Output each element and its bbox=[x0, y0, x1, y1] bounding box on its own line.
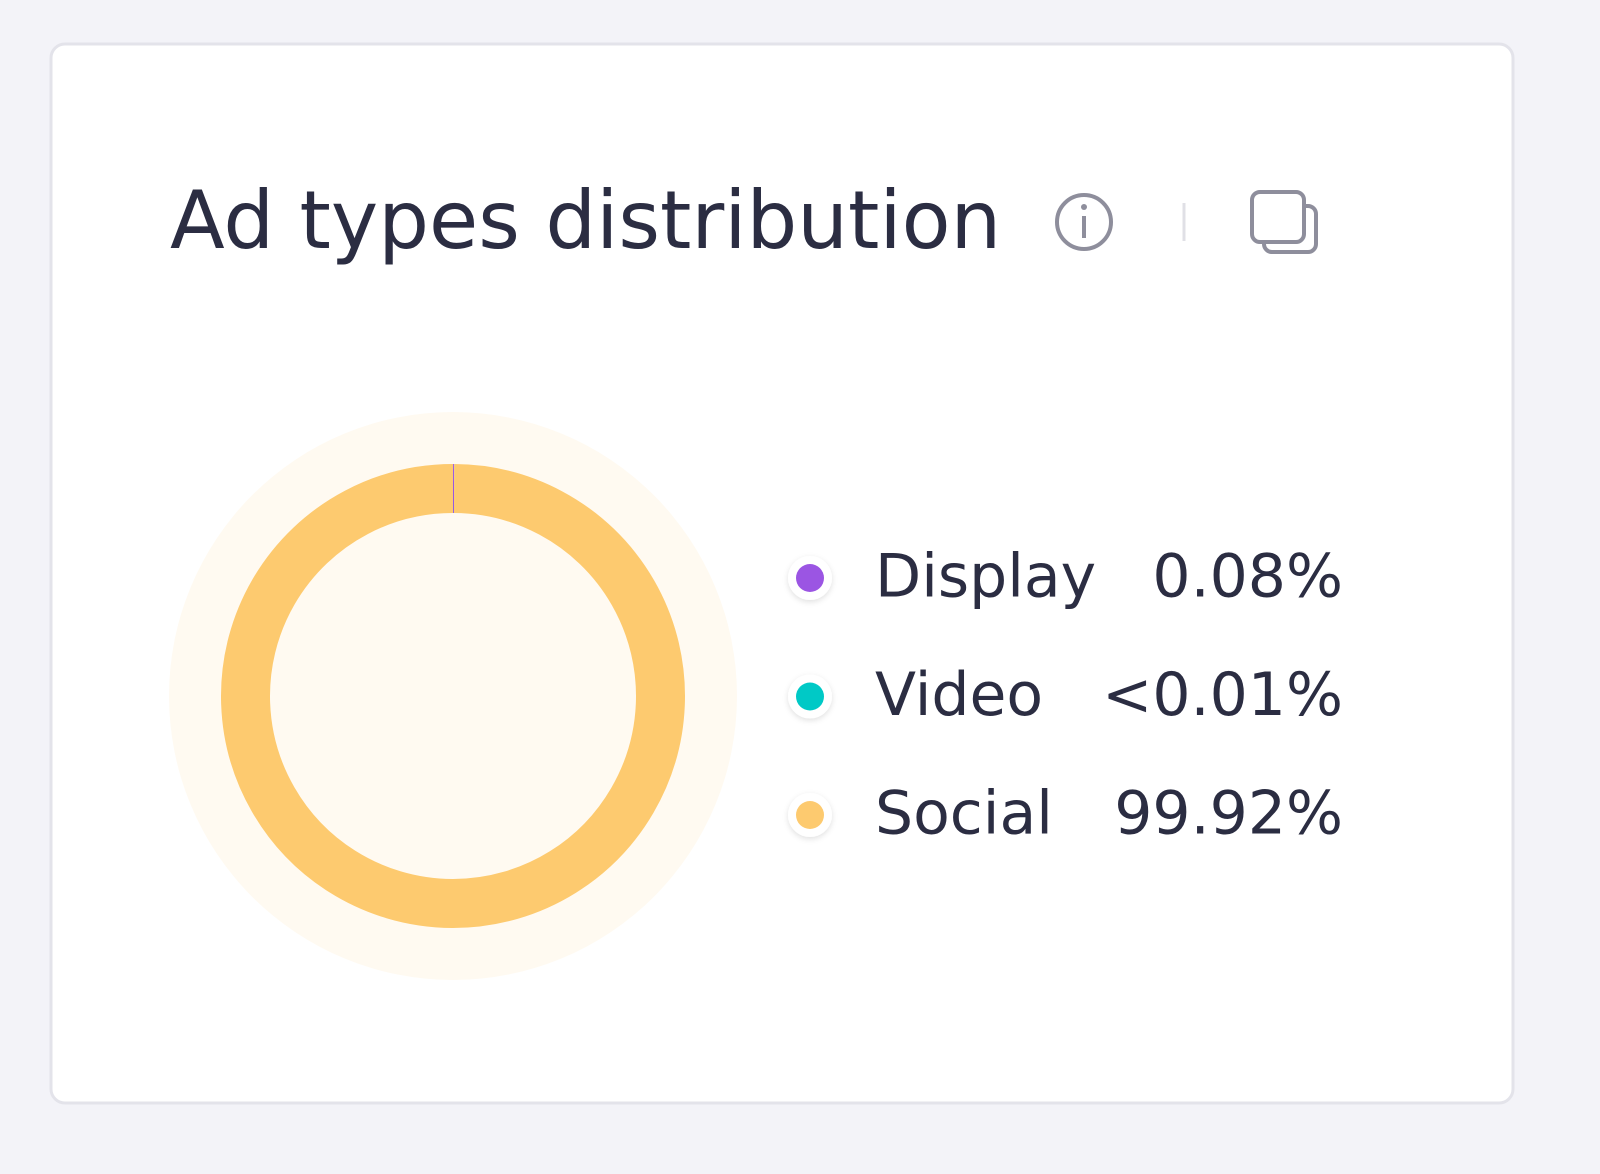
legend-label: Video bbox=[875, 660, 1043, 730]
legend-marker bbox=[796, 801, 824, 829]
chart-title: Ad types distribution bbox=[170, 174, 1001, 267]
legend-label: Display bbox=[875, 542, 1096, 612]
copy-icon[interactable] bbox=[1250, 190, 1318, 254]
value-label: 0.08% bbox=[1152, 542, 1343, 612]
legend-marker bbox=[796, 682, 824, 711]
info-icon[interactable] bbox=[1055, 193, 1113, 251]
donut-slice bbox=[221, 464, 685, 928]
value-label: <0.01% bbox=[1102, 660, 1343, 730]
legend-label: Social bbox=[875, 779, 1053, 849]
value-label: 99.92% bbox=[1114, 779, 1343, 849]
legend-marker bbox=[796, 564, 824, 592]
